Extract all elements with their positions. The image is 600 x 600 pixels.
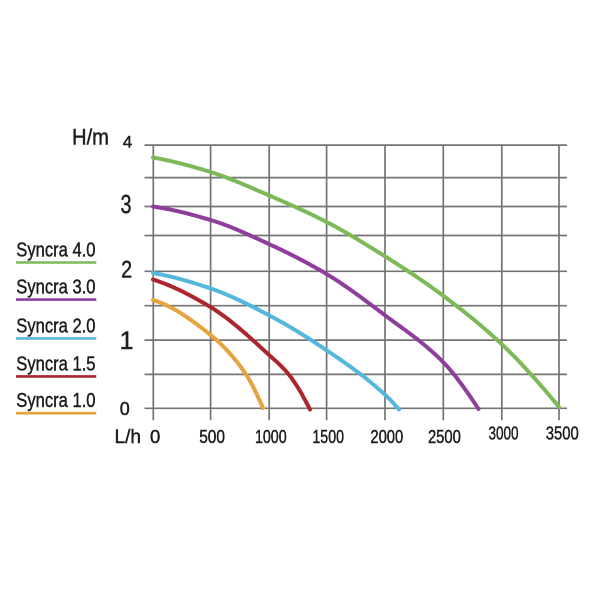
svg-text:H/m: H/m — [72, 125, 109, 150]
svg-text:L/h: L/h — [115, 426, 142, 448]
svg-text:Syncra 4.0: Syncra 4.0 — [16, 238, 95, 261]
svg-text:1500: 1500 — [312, 426, 344, 447]
svg-text:1: 1 — [120, 327, 134, 355]
svg-text:500: 500 — [199, 426, 225, 447]
svg-text:1000: 1000 — [255, 426, 287, 447]
svg-text:2000: 2000 — [370, 426, 403, 447]
svg-text:2500: 2500 — [428, 426, 461, 447]
svg-text:0: 0 — [150, 426, 160, 447]
svg-text:3500: 3500 — [546, 423, 579, 444]
svg-text:3: 3 — [121, 189, 132, 219]
svg-text:Syncra 2.0: Syncra 2.0 — [16, 314, 95, 337]
svg-text:Syncra 1.0: Syncra 1.0 — [16, 389, 95, 412]
svg-text:0: 0 — [120, 399, 130, 419]
svg-text:3000: 3000 — [489, 423, 519, 444]
svg-text:Syncra 1.5: Syncra 1.5 — [16, 352, 95, 375]
svg-text:2: 2 — [121, 257, 132, 284]
svg-text:4: 4 — [123, 133, 132, 152]
svg-text:Syncra 3.0: Syncra 3.0 — [16, 276, 95, 299]
